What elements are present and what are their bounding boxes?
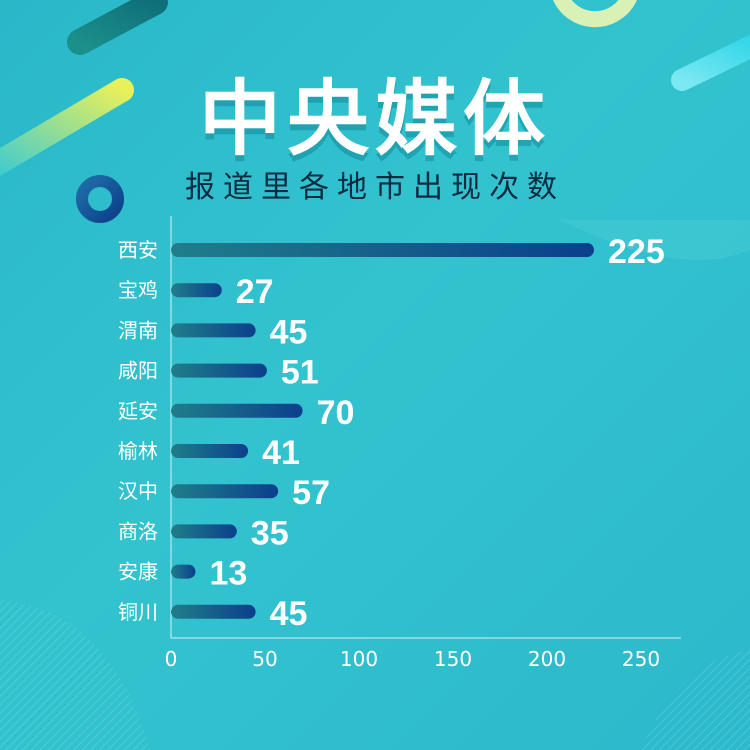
data-label: 51 xyxy=(281,354,319,392)
data-label: 35 xyxy=(251,514,289,552)
category-label: 宝鸡 xyxy=(118,278,158,302)
page-subtitle: 报道里各地市出现次数 xyxy=(185,170,565,205)
category-label: 延安 xyxy=(118,399,158,423)
x-tick-label: 200 xyxy=(528,647,566,671)
bar xyxy=(171,524,237,539)
x-tick-label: 100 xyxy=(340,647,378,671)
category-label: 西安 xyxy=(118,238,158,262)
bar xyxy=(171,243,594,257)
x-tick-label: 50 xyxy=(252,647,277,671)
bar xyxy=(171,564,196,579)
page-title: 中央媒体 xyxy=(198,72,551,167)
data-label: 57 xyxy=(292,474,330,512)
category-label: 安康 xyxy=(118,560,158,584)
data-label: 45 xyxy=(270,595,308,633)
category-label: 渭南 xyxy=(118,318,158,342)
bar xyxy=(171,444,249,458)
bar xyxy=(171,403,303,418)
category-label: 汉中 xyxy=(118,479,158,503)
category-label: 铜川 xyxy=(118,600,158,624)
bar xyxy=(171,283,222,298)
bar xyxy=(171,323,256,338)
data-label: 225 xyxy=(608,233,665,271)
x-tick-label: 250 xyxy=(622,647,660,671)
data-label: 70 xyxy=(317,394,355,432)
x-tick-label: 0 xyxy=(165,647,178,671)
category-label: 榆林 xyxy=(118,439,158,463)
bar xyxy=(171,363,267,378)
data-label: 45 xyxy=(270,313,308,351)
data-label: 27 xyxy=(236,273,274,311)
category-label: 商洛 xyxy=(118,519,158,543)
category-label: 咸阳 xyxy=(118,359,158,383)
data-label: 41 xyxy=(262,434,300,472)
bar xyxy=(171,484,279,499)
data-label: 13 xyxy=(209,555,247,593)
bar xyxy=(171,604,256,619)
x-tick-label: 150 xyxy=(434,647,472,671)
